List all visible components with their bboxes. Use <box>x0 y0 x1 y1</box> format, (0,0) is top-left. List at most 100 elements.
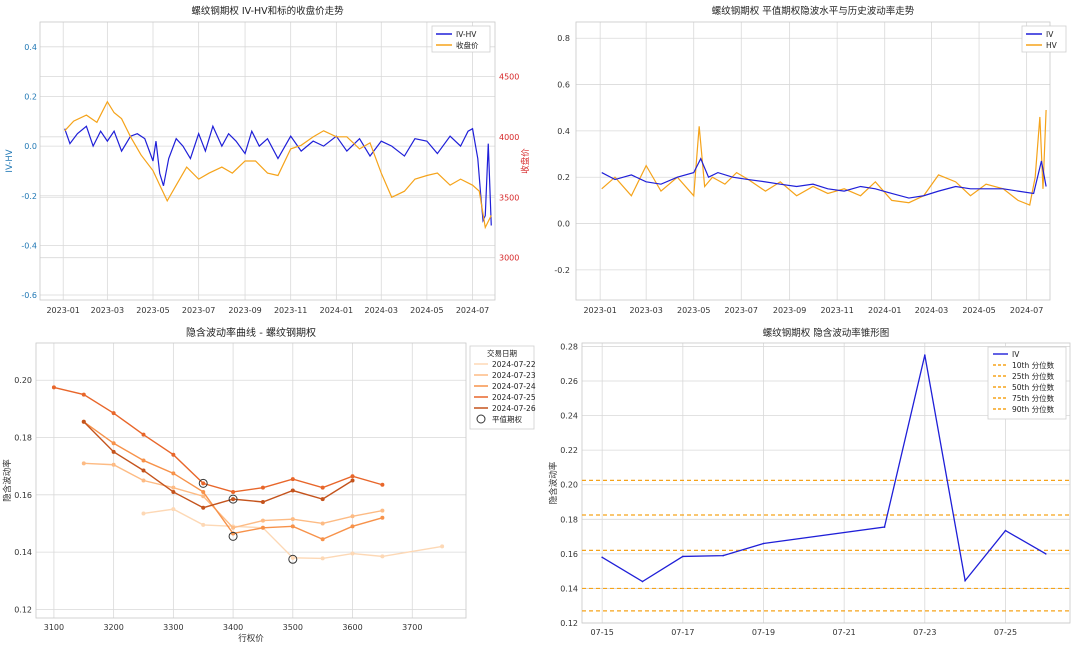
x-tick-label: 2024-01 <box>868 306 901 315</box>
legend-label: 2024-07-24 <box>492 382 536 391</box>
data-point-2024-07-24 <box>260 525 265 530</box>
legend-label: 2024-07-26 <box>492 404 536 413</box>
data-point-2024-07-26 <box>81 419 86 424</box>
data-point-iv <box>1004 529 1007 532</box>
x-tick-label: 2024-07 <box>456 306 489 315</box>
legend-box <box>1021 25 1067 53</box>
data-point-2024-07-26 <box>290 488 295 493</box>
data-point-2024-07-25 <box>171 452 176 457</box>
atm-marker <box>228 531 238 541</box>
legend-label: 10th 分位数 <box>1012 360 1055 370</box>
data-point-2024-07-26 <box>320 497 325 502</box>
data-point-2024-07-22 <box>171 507 176 512</box>
data-point-2024-07-24 <box>290 524 295 529</box>
series-line-2024-07-22 <box>143 508 443 560</box>
data-point-iv <box>883 526 886 528</box>
data-point-2024-07-24 <box>380 515 385 520</box>
y-tick-label: 0.18 <box>14 434 32 443</box>
legend-box <box>987 346 1067 420</box>
atm-marker <box>198 478 208 488</box>
chart-title: 螺纹钢期权 平值期权隐波水平与历史波动率走势 <box>712 5 915 17</box>
chart-title: 隐含波动率曲线 - 螺纹钢期权 <box>186 326 316 339</box>
atm-marker <box>228 494 238 504</box>
legend-label: 25th 分位数 <box>1012 371 1055 381</box>
data-point-iv <box>1045 553 1047 555</box>
legend-label: IV-HV <box>456 30 477 39</box>
x-tick-label: 2023-01 <box>46 306 79 315</box>
y-tick-label: 0.14 <box>560 584 578 593</box>
data-point-2024-07-23 <box>320 521 325 526</box>
atm-marker <box>288 554 298 564</box>
series-line-iv <box>601 157 1047 199</box>
y2-tick-label: 4000 <box>499 133 519 142</box>
data-point-2024-07-24 <box>320 537 325 542</box>
data-point-2024-07-26 <box>260 499 265 504</box>
y-axis-label: IV-HV <box>5 149 15 172</box>
data-point-2024-07-26 <box>171 489 176 494</box>
data-point-2024-07-24 <box>350 524 355 529</box>
data-point-2024-07-24 <box>171 471 176 476</box>
x-tick-label: 2024-05 <box>410 306 443 315</box>
y2-tick-label: 3000 <box>499 254 519 263</box>
x-tick-label: 3500 <box>283 623 303 632</box>
plot-frame <box>39 21 496 301</box>
data-point-2024-07-25 <box>231 489 236 494</box>
data-point-2024-07-22 <box>440 544 445 549</box>
data-point-2024-07-22 <box>380 554 385 559</box>
x-tick-label: 2024-01 <box>320 306 353 315</box>
y-tick-label: 0.28 <box>560 342 578 351</box>
x-tick-label: 2023-05 <box>136 306 169 315</box>
legend-label: IV <box>1012 350 1020 359</box>
x-tick-label: 3200 <box>103 623 123 632</box>
x-tick-label: 07-15 <box>591 628 614 637</box>
x-tick-label: 2023-03 <box>629 306 662 315</box>
y-tick-label: 0.20 <box>14 376 32 385</box>
chart-atm-iv-hv: 螺纹钢期权 平值期权隐波水平与历史波动率走势 2023-01 2023-03 2023… <box>554 5 1067 315</box>
y-tick-label: 0.0 <box>557 220 570 229</box>
legend-swatch-atm <box>476 414 486 424</box>
series-line-hv <box>601 110 1047 206</box>
data-point-2024-07-25 <box>320 485 325 490</box>
data-point-2024-07-25 <box>290 477 295 482</box>
x-tick-label: 07-17 <box>671 628 694 637</box>
legend-title: 交易日期 <box>487 348 517 358</box>
x-tick-label: 07-19 <box>752 628 775 637</box>
legend-label: 收盘价 <box>456 40 479 50</box>
y-tick-label: 0.24 <box>560 412 578 421</box>
y-tick-label: 0.16 <box>560 550 578 559</box>
y-tick-label: -0.2 <box>554 266 570 275</box>
x-tick-label: 2023-09 <box>228 306 261 315</box>
y-tick-label: 0.0 <box>24 142 37 151</box>
y-tick-label: 0.4 <box>557 127 570 136</box>
legend-box <box>431 25 491 53</box>
x-tick-label: 3100 <box>44 623 64 632</box>
y-tick-label: 0.16 <box>14 491 32 500</box>
data-point-2024-07-22 <box>141 511 146 516</box>
x-tick-label: 2024-07 <box>1010 306 1043 315</box>
y-tick-label: 0.20 <box>560 481 578 490</box>
data-point-2024-07-26 <box>350 478 355 483</box>
y-axis-label: 隐含波动率 <box>548 461 559 504</box>
legend-label: IV <box>1046 30 1054 39</box>
legend-label: 2024-07-22 <box>492 360 536 369</box>
plot-frame <box>581 342 1071 624</box>
y-tick-label: -0.6 <box>21 291 37 300</box>
data-point-2024-07-25 <box>141 432 146 437</box>
data-point-2024-07-23 <box>81 461 86 466</box>
data-point-2024-07-25 <box>81 392 86 397</box>
data-point-iv <box>601 556 603 559</box>
data-point-2024-07-26 <box>201 505 206 510</box>
x-tick-label: 3400 <box>223 623 243 632</box>
y-tick-label: 0.4 <box>24 43 37 52</box>
data-point-iv <box>924 354 926 356</box>
chart-title: 螺纹钢期权 隐含波动率锥形图 <box>763 327 890 339</box>
data-point-2024-07-26 <box>111 449 116 454</box>
legend-label: 75th 分位数 <box>1012 393 1055 403</box>
data-point-2024-07-23 <box>380 508 385 513</box>
data-point-2024-07-25 <box>111 411 116 416</box>
data-point-2024-07-23 <box>350 514 355 519</box>
y2-axis-label: 收盘价 <box>520 148 531 174</box>
x-tick-label: 2023-07 <box>182 306 215 315</box>
x-tick-label: 07-23 <box>913 628 936 637</box>
data-point-2024-07-23 <box>290 517 295 522</box>
